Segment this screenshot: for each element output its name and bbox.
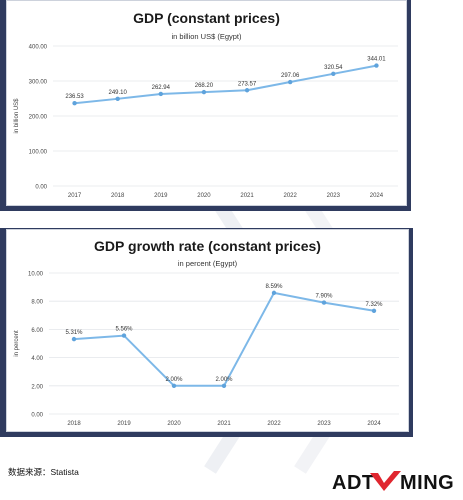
chart1-data-label: 262.94 bbox=[152, 85, 171, 91]
chart2-series-line bbox=[73, 291, 375, 387]
chart1-data-point bbox=[374, 63, 379, 68]
chart1-xtick-label: 2022 bbox=[284, 193, 298, 199]
chart2-xtick-label: 2020 bbox=[167, 421, 181, 427]
chart1-data-point bbox=[331, 71, 336, 77]
source-text: 数据来源：Statista bbox=[8, 467, 79, 477]
chart2-ytick-label: 0.00 bbox=[31, 413, 43, 419]
chart2-ytick-label: 2.00 bbox=[31, 384, 43, 390]
chart2-xtick-label: 2023 bbox=[317, 421, 331, 427]
chart1-xtick-label: 2023 bbox=[327, 193, 341, 199]
chart2-ytick-label: 8.00 bbox=[31, 300, 43, 306]
chart2-data-point bbox=[271, 290, 277, 296]
chart2-xtick-label: 2024 bbox=[367, 421, 381, 427]
chart1-series-line bbox=[74, 64, 377, 105]
chart1-data-label: 344.01 bbox=[367, 57, 386, 63]
chart1-ylabel: in billion US$ bbox=[14, 98, 20, 134]
chart1-data-point bbox=[201, 89, 207, 95]
svg-text:MING: MING bbox=[400, 472, 454, 492]
chart2-data-point bbox=[371, 308, 377, 313]
chart1-data-point bbox=[287, 79, 293, 85]
chart1-ytick-label: 200.00 bbox=[29, 115, 48, 121]
chart2-ytick-label: 10.00 bbox=[28, 272, 44, 278]
adtiming-logo: ADT MING bbox=[332, 471, 454, 492]
chart1-xtick-label: 2018 bbox=[111, 193, 125, 199]
chart2-plot: 0.00 2.00 4.00 6.00 8.00 10.00 in percent 2018 2… bbox=[14, 272, 399, 427]
chart1-data-label: 273.57 bbox=[238, 81, 257, 87]
chart1-ytick-label: 100.00 bbox=[29, 150, 48, 156]
chart2-data-point bbox=[121, 333, 127, 338]
chart1-data-label: 236.53 bbox=[65, 94, 84, 100]
chart1-data-point bbox=[158, 91, 164, 97]
chart2-data-label: 2.00% bbox=[215, 377, 233, 383]
chart2-card: GDP growth rate (constant prices) in per… bbox=[6, 229, 409, 432]
chart1-data-label: 297.06 bbox=[281, 73, 300, 79]
chart1-data-point bbox=[72, 101, 77, 106]
chart1-data-label: 268.20 bbox=[195, 83, 214, 89]
chart1-title: GDP (constant prices) bbox=[133, 10, 280, 26]
chart1-xtick-label: 2019 bbox=[154, 193, 168, 199]
chart2-data-label: 2.00% bbox=[165, 377, 183, 383]
chart1-data-label: 320.54 bbox=[324, 65, 343, 71]
chart2-data-label: 7.90% bbox=[315, 294, 333, 300]
chart2-xtick-label: 2018 bbox=[67, 421, 81, 427]
chart1-xtick-label: 2021 bbox=[240, 193, 254, 199]
chart2-xtick-label: 2022 bbox=[267, 421, 281, 427]
svg-text:ADT: ADT bbox=[332, 472, 375, 492]
chart1-data-point bbox=[115, 96, 120, 102]
chart2-data-point bbox=[171, 383, 177, 388]
chart1-ytick-label: 400.00 bbox=[29, 45, 48, 51]
chart2-data-label: 5.31% bbox=[65, 330, 83, 336]
chart1-data-label: 249.10 bbox=[109, 90, 128, 96]
chart2-data-label: 7.32% bbox=[365, 302, 383, 308]
chart2-title: GDP growth rate (constant prices) bbox=[94, 238, 321, 254]
chart1-plot: 0.00 100.00 200.00 300.00 400.00 in billion U… bbox=[14, 45, 398, 199]
chart2-ytick-label: 4.00 bbox=[31, 356, 43, 362]
chart2-xtick-label: 2019 bbox=[117, 421, 131, 427]
chart1-subtitle: in billion US$ (Egypt) bbox=[171, 32, 242, 41]
chart1-xtick-label: 2017 bbox=[68, 193, 82, 199]
chart1-xtick-label: 2024 bbox=[370, 193, 384, 199]
chart2-subtitle: in percent (Egypt) bbox=[177, 259, 238, 268]
chart2-data-point bbox=[221, 383, 227, 388]
chart1-card: GDP (constant prices) in billion US$ (Eg… bbox=[6, 0, 407, 206]
chart2-ylabel: in percent bbox=[14, 330, 20, 357]
chart1-xtick-label: 2020 bbox=[197, 193, 211, 199]
chart2-ytick-label: 6.00 bbox=[31, 328, 43, 334]
chart2-data-point bbox=[71, 336, 77, 342]
chart2-data-point bbox=[321, 300, 327, 305]
chart2-xtick-label: 2021 bbox=[217, 421, 231, 427]
chart1-ytick-label: 300.00 bbox=[29, 80, 48, 86]
chart1-data-point bbox=[244, 88, 250, 93]
chart2-data-label: 5.56% bbox=[115, 327, 133, 333]
chart2-data-label: 8.59% bbox=[265, 284, 283, 290]
chart1-ytick-label: 0.00 bbox=[35, 185, 47, 191]
